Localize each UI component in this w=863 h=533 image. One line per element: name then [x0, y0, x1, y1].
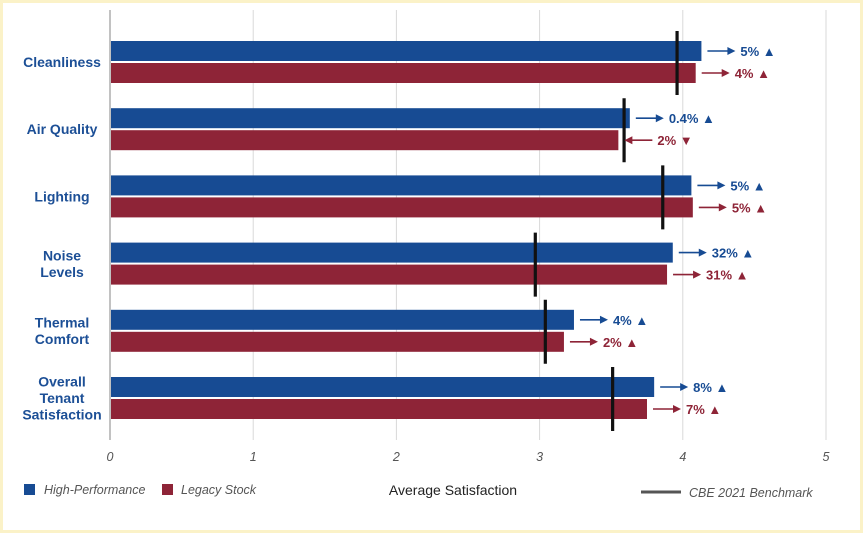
x-axis-label: Average Satisfaction — [389, 482, 517, 498]
change-arrowhead-legacy-stock-cleanliness — [721, 69, 730, 77]
change-label-legacy-stock-cleanliness: 4% ▲ — [735, 66, 770, 81]
change-label-high-performance-thermal-comfort: 4% ▲ — [613, 313, 648, 328]
change-label-legacy-stock-thermal-comfort: 2% ▲ — [603, 335, 638, 350]
change-label-high-performance-overall-tenant-satisfaction: 8% ▲ — [693, 380, 728, 395]
change-label-high-performance-lighting: 5% ▲ — [730, 178, 765, 193]
legend-label-high-performance: High-Performance — [44, 483, 145, 497]
change-arrowhead-legacy-stock-thermal-comfort — [589, 337, 598, 346]
bar-high-performance-noise-levels — [111, 242, 673, 263]
bar-high-performance-lighting — [111, 175, 692, 196]
bar-high-performance-cleanliness — [111, 41, 702, 61]
bar-layer — [111, 41, 702, 419]
bar-legacy-stock-thermal-comfort — [111, 331, 564, 352]
legend-label-legacy-stock: Legacy Stock — [181, 483, 257, 497]
bar-legacy-stock-air-quality — [111, 130, 619, 151]
x-tick-label-3: 3 — [536, 450, 543, 464]
legend-swatch-high-performance — [24, 484, 35, 495]
change-label-legacy-stock-lighting: 5% ▲ — [732, 200, 767, 215]
change-arrowhead-high-performance-overall-tenant-satisfaction — [680, 383, 689, 391]
bar-high-performance-air-quality — [111, 108, 630, 129]
x-tick-label-1: 1 — [250, 450, 257, 464]
change-arrowhead-high-performance-lighting — [717, 181, 726, 190]
category-label-thermal-comfort-line-2: Comfort — [35, 331, 90, 347]
x-tick-label-0: 0 — [107, 450, 114, 464]
benchmark-layer — [533, 31, 679, 431]
category-label-overall-tenant-satisfaction-line-2: Tenant — [40, 390, 85, 406]
category-label-overall-tenant-satisfaction-line-1: Overall — [38, 374, 85, 390]
x-tick-label-5: 5 — [823, 450, 830, 464]
change-arrowhead-legacy-stock-air-quality — [624, 136, 633, 145]
change-arrowhead-high-performance-noise-levels — [698, 248, 707, 257]
change-arrowhead-high-performance-cleanliness — [727, 47, 736, 55]
bar-legacy-stock-lighting — [111, 197, 693, 218]
category-label-cleanliness: Cleanliness — [23, 54, 101, 70]
category-label-noise-levels-line-2: Levels — [40, 264, 84, 280]
change-arrowhead-high-performance-thermal-comfort — [599, 315, 608, 324]
legend: High-Performance Legacy Stock CBE 2021 B… — [24, 483, 813, 500]
legend-label-benchmark: CBE 2021 Benchmark — [689, 486, 813, 500]
change-arrowhead-high-performance-air-quality — [655, 114, 664, 123]
category-label-air-quality: Air Quality — [27, 121, 98, 137]
bar-high-performance-overall-tenant-satisfaction — [111, 377, 655, 397]
change-label-high-performance-noise-levels: 32% ▲ — [712, 246, 755, 261]
legend-swatch-legacy-stock — [162, 484, 173, 495]
bar-legacy-stock-noise-levels — [111, 264, 668, 285]
change-arrowhead-legacy-stock-overall-tenant-satisfaction — [673, 405, 681, 413]
x-tick-label-2: 2 — [392, 450, 400, 464]
category-label-lighting: Lighting — [34, 188, 89, 204]
label-layer: 5% ▲ 4% ▲ Cleanliness 0.4% ▲ 2% ▼ Air Quality… — [22, 44, 775, 423]
change-label-high-performance-cleanliness: 5% ▲ — [740, 44, 775, 59]
change-label-legacy-stock-noise-levels: 31% ▲ — [706, 268, 749, 283]
category-label-noise-levels-line-1: Noise — [43, 247, 81, 263]
bar-legacy-stock-cleanliness — [111, 63, 696, 83]
change-arrowhead-legacy-stock-lighting — [718, 203, 727, 212]
bar-legacy-stock-overall-tenant-satisfaction — [111, 399, 647, 419]
bar-high-performance-thermal-comfort — [111, 309, 574, 330]
category-label-thermal-comfort-line-1: Thermal — [35, 315, 89, 331]
category-label-overall-tenant-satisfaction-line-3: Satisfaction — [22, 407, 101, 423]
change-label-legacy-stock-air-quality: 2% ▼ — [657, 133, 692, 148]
change-label-legacy-stock-overall-tenant-satisfaction: 7% ▲ — [686, 402, 721, 417]
change-label-high-performance-air-quality: 0.4% ▲ — [669, 111, 715, 126]
change-arrowhead-legacy-stock-noise-levels — [693, 270, 702, 279]
x-tick-label-4: 4 — [679, 450, 686, 464]
